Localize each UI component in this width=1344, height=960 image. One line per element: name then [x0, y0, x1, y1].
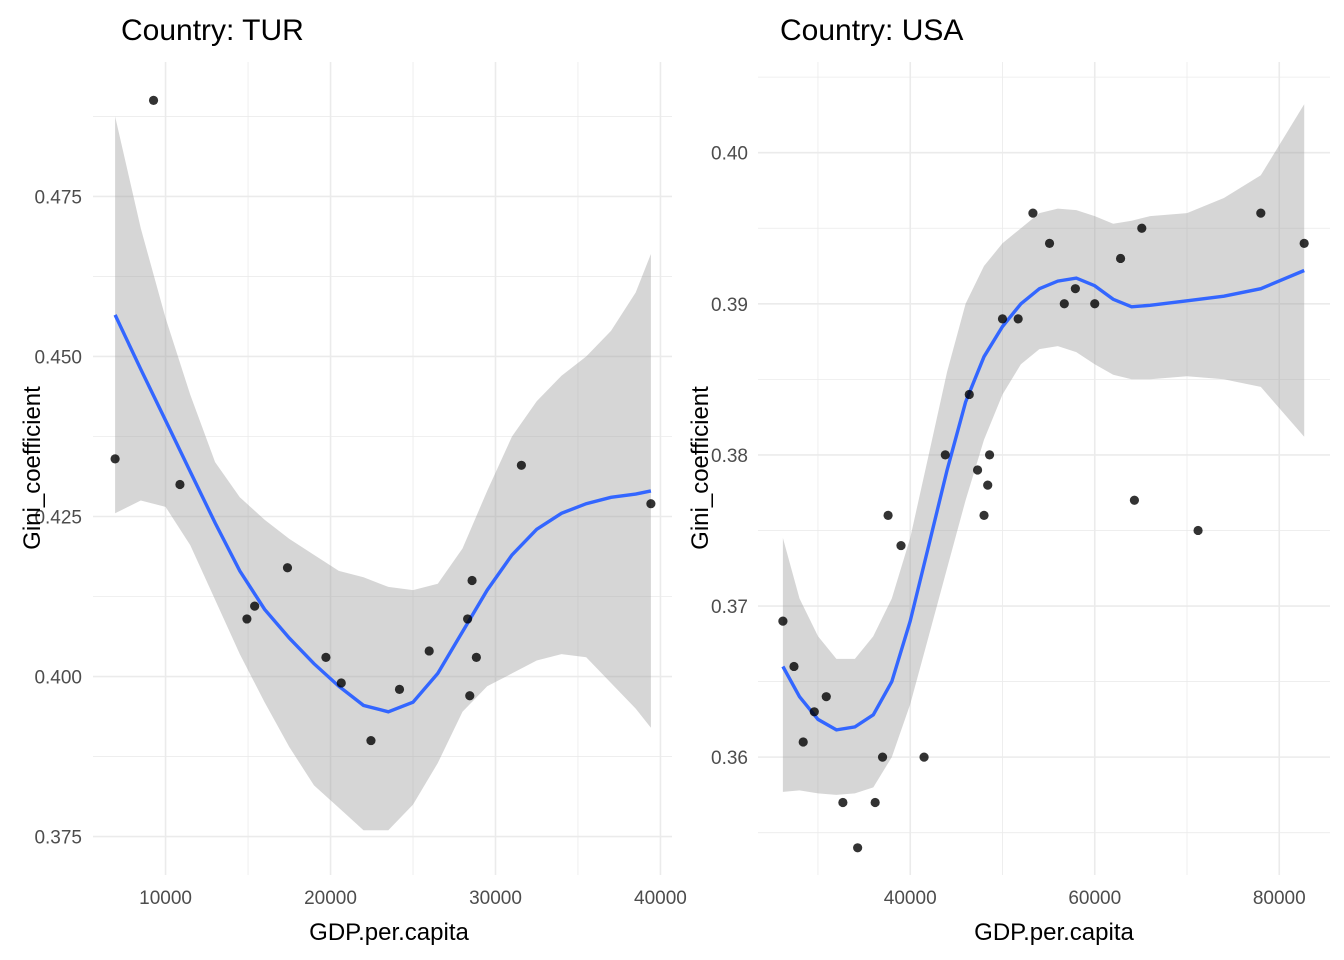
y-tick-label: 0.39 — [711, 295, 748, 316]
y-axis-label: Gini_coefficient — [19, 386, 46, 550]
data-point — [366, 735, 376, 746]
data-point — [1013, 314, 1023, 324]
data-point — [394, 684, 405, 694]
data-point — [1044, 238, 1055, 248]
data-point — [877, 752, 888, 762]
x-axis-label: GDP.per.capita — [974, 919, 1134, 946]
data-point — [919, 752, 929, 762]
x-tick-label: 40000 — [884, 888, 937, 909]
x-tick-label: 40000 — [634, 888, 687, 909]
y-tick-label: 0.37 — [711, 597, 748, 618]
confidence-band — [115, 116, 651, 831]
data-point — [1090, 299, 1100, 309]
x-tick-label: 10000 — [139, 888, 192, 909]
y-tick-label: 0.36 — [711, 748, 748, 769]
data-point — [870, 797, 880, 808]
gridlines — [93, 62, 672, 875]
gridlines — [758, 62, 1330, 875]
y-tick-label: 0.450 — [34, 347, 82, 368]
data-point — [175, 479, 185, 490]
confidence-band-layer — [782, 104, 1305, 795]
data-point — [336, 678, 346, 688]
y-tick-label: 0.400 — [34, 668, 82, 689]
data-point — [148, 95, 159, 106]
panel-title: Country: TUR — [121, 14, 304, 47]
data-point — [778, 616, 788, 626]
smooth-line-layer — [781, 268, 1305, 732]
data-point — [1059, 299, 1069, 309]
data-point — [250, 601, 260, 611]
y-tick-label: 0.38 — [711, 446, 748, 467]
data-point — [984, 450, 995, 460]
data-point — [1129, 495, 1140, 505]
data-point — [1070, 284, 1080, 294]
data-point — [467, 575, 477, 586]
data-point — [789, 661, 799, 672]
smooth-line-layer — [113, 314, 652, 714]
data-point — [1299, 238, 1309, 248]
data-point — [838, 797, 848, 808]
data-point — [424, 646, 434, 656]
data-point — [321, 652, 331, 662]
data-point — [1256, 208, 1266, 218]
x-tick-label: 60000 — [1068, 888, 1121, 909]
confidence-band-layer — [115, 116, 651, 831]
smooth-line — [781, 268, 1305, 732]
data-point — [983, 480, 993, 490]
x-axis-label: GDP.per.capita — [309, 919, 469, 946]
y-tick-label: 0.425 — [34, 508, 82, 529]
data-point — [964, 389, 974, 400]
y-tick-label: 0.475 — [34, 187, 82, 208]
confidence-band — [782, 104, 1305, 795]
data-point — [997, 314, 1008, 324]
data-point — [979, 510, 989, 520]
data-point — [1137, 223, 1147, 233]
y-tick-labels: 0.375 0.400 0.425 0.450 0.475 — [34, 187, 82, 848]
data-point — [282, 563, 293, 573]
points-layer — [110, 95, 656, 746]
x-tick-label: 80000 — [1253, 888, 1306, 909]
y-tick-labels: 0.36 0.37 0.38 0.39 0.40 — [711, 144, 748, 769]
data-point — [1193, 525, 1203, 536]
data-point — [896, 540, 906, 551]
x-tick-label: 20000 — [304, 888, 357, 909]
panel-tur: Country: TUR 0.375 0.400 0.425 0.450 0.475 1… — [19, 14, 687, 946]
data-point — [853, 843, 863, 853]
data-point — [798, 737, 808, 747]
data-point — [463, 614, 473, 624]
data-point — [646, 499, 656, 509]
data-point — [940, 450, 950, 460]
data-point — [883, 510, 893, 520]
data-point — [471, 652, 481, 662]
data-point — [1115, 253, 1126, 264]
smooth-line — [113, 314, 652, 714]
y-tick-label: 0.40 — [711, 144, 748, 165]
data-point — [972, 465, 983, 475]
data-point — [516, 460, 526, 470]
data-point — [242, 614, 252, 624]
x-tick-labels: 40000 60000 80000 — [884, 888, 1306, 909]
x-tick-label: 30000 — [469, 888, 522, 909]
y-axis-label: Gini_coefficient — [687, 386, 714, 550]
points-layer — [778, 208, 1309, 853]
data-point — [110, 454, 120, 464]
data-point — [1028, 208, 1038, 218]
y-tick-label: 0.375 — [34, 828, 82, 849]
data-point — [809, 707, 819, 717]
data-point — [465, 691, 475, 701]
x-tick-labels: 10000 20000 30000 40000 — [139, 888, 687, 909]
panel-usa: Country: USA 0.36 0.37 0.38 0.39 0.40 40000 6… — [687, 14, 1330, 946]
data-point — [821, 692, 831, 702]
panel-title: Country: USA — [780, 14, 963, 47]
